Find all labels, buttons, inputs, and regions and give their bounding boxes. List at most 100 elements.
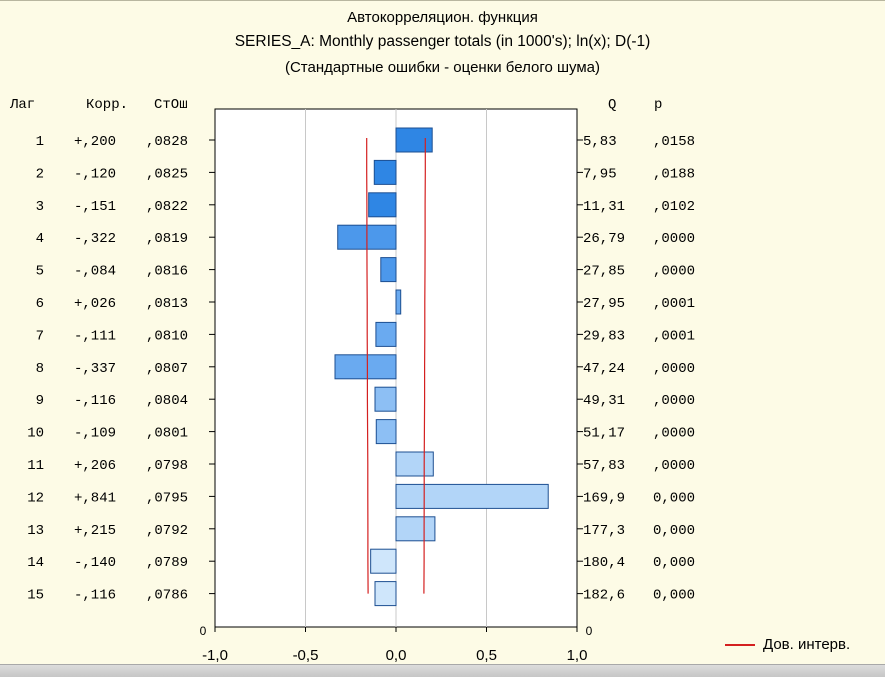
q-label: 5,83: [583, 134, 617, 150]
confidence-lines: [366, 138, 426, 594]
x-axis: -1,0 -0,5 0,0 0,5 1,0 0 0: [200, 624, 593, 664]
lag-label: 15: [27, 588, 44, 604]
corr-label: -,084: [74, 264, 116, 280]
q-label: 47,24: [583, 361, 625, 377]
lag-label: 3: [36, 199, 44, 215]
lag-label: 13: [27, 523, 44, 539]
right-axis-zero-label: 0: [586, 624, 593, 638]
se-label: ,0789: [146, 555, 188, 571]
p-label: ,0000: [653, 426, 695, 442]
q-label: 7,95: [583, 166, 617, 182]
se-label: ,0801: [146, 426, 188, 442]
corr-label: -,116: [74, 393, 116, 409]
q-label: 27,95: [583, 296, 625, 312]
x-tick-label: 0,0: [386, 647, 407, 664]
lag-label: 9: [36, 393, 44, 409]
lag-label: 12: [27, 490, 44, 506]
q-label: 177,3: [583, 523, 625, 539]
acf-bar: [373, 159, 397, 185]
corr-label: -,337: [74, 361, 116, 377]
corr-label: +,200: [74, 134, 116, 150]
lag-label: 5: [36, 264, 44, 280]
q-label: 180,4: [583, 555, 625, 571]
p-label: ,0000: [653, 361, 695, 377]
se-label: ,0798: [146, 458, 188, 474]
acf-bar: [375, 419, 397, 445]
p-label: 0,000: [653, 523, 695, 539]
q-label: 182,6: [583, 588, 625, 604]
corr-label: -,322: [74, 231, 116, 247]
lag-label: 1: [36, 134, 44, 150]
legend-line-icon: [725, 643, 755, 646]
lag-label: 11: [27, 458, 44, 474]
se-label: ,0810: [146, 328, 188, 344]
chart-subtitle: SERIES_A: Monthly passenger totals (in 1…: [234, 33, 651, 50]
legend-label: Дов. интерв.: [763, 636, 851, 653]
acf-bar: [395, 451, 434, 477]
legend: Дов. интерв.: [725, 636, 850, 653]
x-tick-label: -1,0: [202, 647, 228, 664]
acf-bar: [395, 127, 433, 153]
acf-bar: [395, 483, 549, 509]
lag-label: 7: [36, 328, 44, 344]
q-label: 51,17: [583, 426, 625, 442]
p-label: 0,000: [653, 490, 695, 506]
p-header: p: [654, 97, 662, 113]
x-tick-label: 0,5: [476, 647, 497, 664]
acf-bar: [374, 386, 397, 412]
se-label: ,0816: [146, 264, 188, 280]
corr-label: -,120: [74, 166, 116, 182]
acf-bar: [395, 289, 402, 315]
x-tick-label: -0,5: [293, 647, 319, 664]
p-label: ,0000: [653, 264, 695, 280]
acf-bar: [370, 548, 397, 574]
row-labels: 1 +,200 ,0828 5,83 ,0158 2 -,120 ,0825 7,95 ,0188…: [27, 134, 695, 604]
confidence-lower-line: [366, 138, 369, 594]
p-label: ,0000: [653, 231, 695, 247]
se-label: ,0819: [146, 231, 188, 247]
corr-label: -,140: [74, 555, 116, 571]
acf-bar: [375, 321, 397, 347]
chart-subtitle-2: (Стандартные ошибки - оценки белого шума…: [284, 59, 601, 76]
acf-bar: [374, 581, 397, 607]
p-label: ,0000: [653, 393, 695, 409]
acf-bar: [334, 354, 397, 380]
se-label: ,0792: [146, 523, 188, 539]
q-label: 26,79: [583, 231, 625, 247]
se-label: ,0813: [146, 296, 188, 312]
p-label: ,0188: [653, 166, 695, 182]
se-label: ,0786: [146, 588, 188, 604]
p-label: ,0158: [653, 134, 695, 150]
corr-label: -,151: [74, 199, 116, 215]
chart-title: Автокорреляцион. функция: [347, 9, 538, 26]
q-header: Q: [608, 97, 616, 113]
corr-label: +,215: [74, 523, 116, 539]
q-label: 169,9: [583, 490, 625, 506]
corr-label: +,206: [74, 458, 116, 474]
column-headers: Лаг Корр. СтОш Q p: [9, 97, 662, 113]
p-label: 0,000: [653, 555, 695, 571]
x-tick-label: 1,0: [567, 647, 588, 664]
q-label: 29,83: [583, 328, 625, 344]
corr-label: +,841: [74, 490, 116, 506]
lag-label: 4: [36, 231, 44, 247]
q-label: 49,31: [583, 393, 625, 409]
p-label: ,0000: [653, 458, 695, 474]
lag-label: 8: [36, 361, 44, 377]
se-label: ,0804: [146, 393, 188, 409]
p-label: ,0001: [653, 328, 695, 344]
se-label: ,0807: [146, 361, 188, 377]
lag-label: 10: [27, 426, 44, 442]
corr-label: -,109: [74, 426, 116, 442]
corr-header: Корр.: [86, 97, 128, 113]
lag-label: 6: [36, 296, 44, 312]
bottom-toolbar-strip: [0, 664, 885, 677]
corr-label: -,111: [74, 328, 116, 344]
p-label: 0,000: [653, 588, 695, 604]
se-label: ,0825: [146, 166, 188, 182]
se-label: ,0828: [146, 134, 188, 150]
q-label: 57,83: [583, 458, 625, 474]
se-label: ,0795: [146, 490, 188, 506]
acf-bar: [395, 516, 436, 542]
corr-label: +,026: [74, 296, 116, 312]
